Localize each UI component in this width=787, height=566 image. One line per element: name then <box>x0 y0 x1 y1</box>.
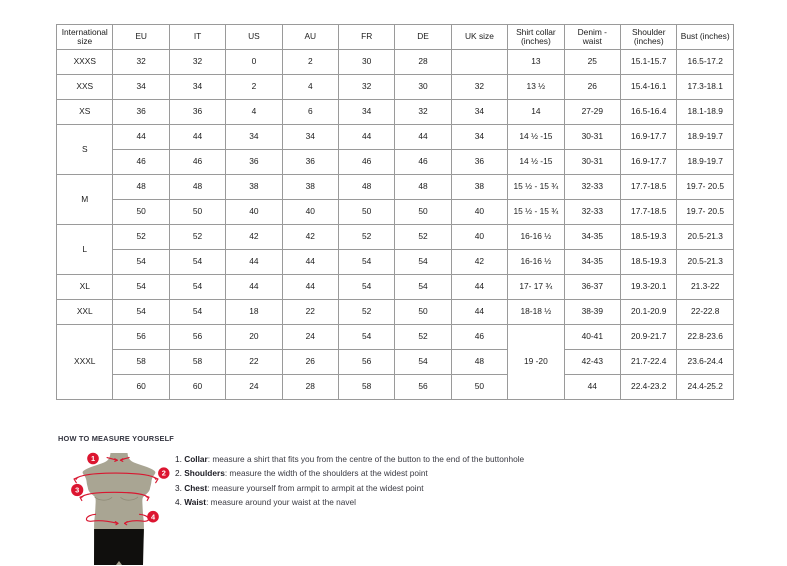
svg-text:2: 2 <box>162 469 166 478</box>
svg-text:3: 3 <box>75 486 79 495</box>
svg-text:1: 1 <box>91 454 95 463</box>
